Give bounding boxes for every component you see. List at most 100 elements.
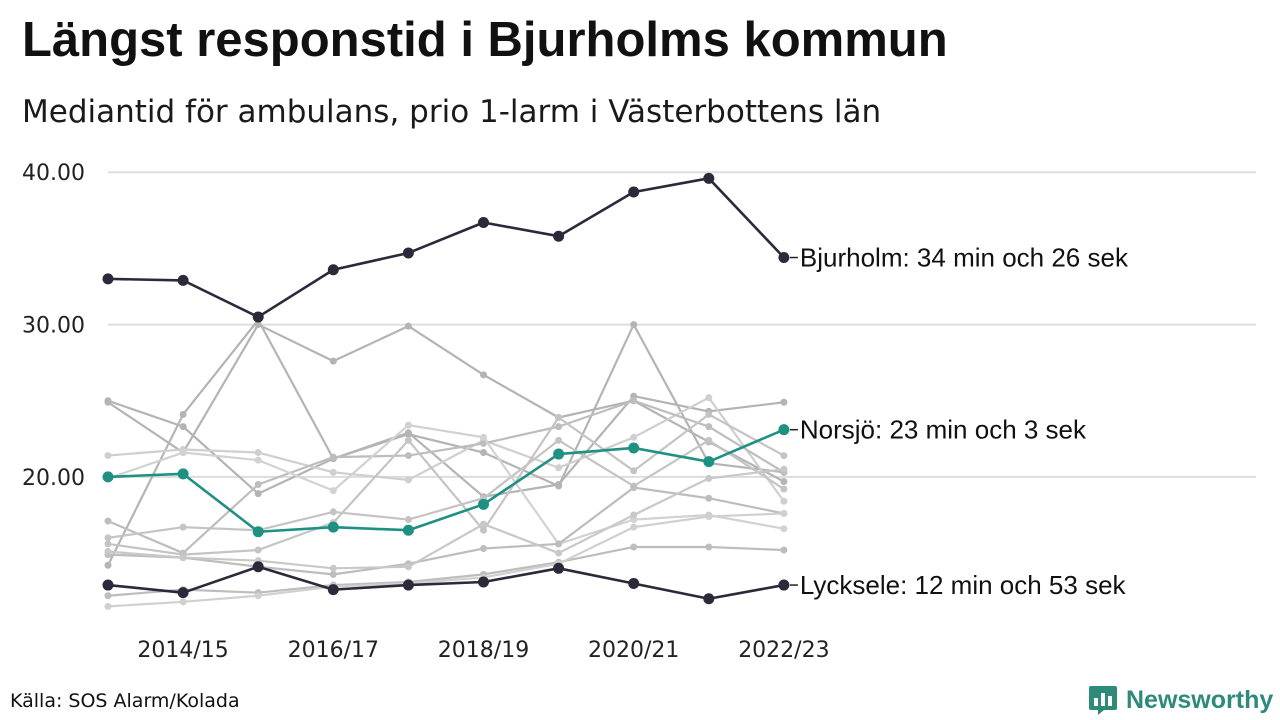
bar-chart-speech-bubble-icon bbox=[1089, 686, 1117, 715]
series-label: Norsjö: 23 min och 3 sek bbox=[800, 415, 1087, 445]
highlight-series-point bbox=[553, 562, 565, 574]
background-series-line-4 bbox=[107, 399, 785, 555]
background-series-point bbox=[705, 410, 713, 418]
highlight-series-point bbox=[778, 424, 790, 436]
background-series-point bbox=[555, 423, 563, 431]
highlight-series-point bbox=[177, 587, 189, 599]
background-series-point bbox=[254, 546, 262, 554]
source-note: Källa: SOS Alarm/Kolada bbox=[10, 690, 240, 712]
background-series-point bbox=[780, 465, 788, 473]
background-series-point bbox=[104, 534, 112, 542]
highlight-series-point bbox=[252, 561, 264, 573]
highlight-series-point bbox=[703, 456, 715, 468]
background-series-point bbox=[780, 452, 788, 460]
background-series-point bbox=[630, 523, 638, 531]
x-tick-label: 2022/23 bbox=[738, 638, 829, 663]
background-series-point bbox=[404, 322, 412, 330]
background-series-point bbox=[630, 511, 638, 519]
background-series-point bbox=[104, 398, 112, 406]
background-series-point bbox=[705, 494, 713, 502]
background-series-point bbox=[555, 540, 563, 548]
background-series-line-9 bbox=[107, 468, 785, 570]
background-series-point bbox=[555, 549, 563, 557]
highlight-series-point bbox=[177, 468, 189, 480]
background-series-point bbox=[480, 526, 487, 534]
background-series-point bbox=[329, 453, 337, 461]
highlight-series-point bbox=[703, 172, 715, 184]
background-series-point bbox=[179, 523, 187, 531]
background-series-point bbox=[705, 543, 713, 551]
background-series-point bbox=[329, 468, 337, 476]
highlight-series-point bbox=[628, 578, 640, 590]
highlight-series-point bbox=[553, 448, 565, 460]
background-series-point bbox=[705, 474, 713, 482]
background-series-point bbox=[480, 371, 487, 379]
highlight-series-line-1 bbox=[107, 428, 785, 534]
highlight-series-point bbox=[478, 217, 489, 229]
chart-title: Längst responstid i Bjurholms kommun bbox=[22, 13, 948, 67]
brand-name: Newsworthy bbox=[1126, 685, 1274, 714]
background-series-point bbox=[555, 464, 563, 472]
background-series-point bbox=[705, 423, 713, 431]
background-series-point bbox=[404, 516, 412, 524]
highlight-series-line-0 bbox=[107, 177, 785, 319]
background-series-point bbox=[329, 570, 337, 578]
background-series-point bbox=[705, 394, 713, 402]
background-series-point bbox=[404, 436, 412, 444]
background-series-point bbox=[254, 449, 262, 457]
background-series-point bbox=[104, 517, 112, 525]
background-series-point bbox=[780, 546, 788, 554]
background-series-point bbox=[555, 436, 563, 444]
highlight-series-point bbox=[402, 579, 414, 591]
highlight-series-point bbox=[628, 186, 640, 198]
chart-subtitle: Mediantid för ambulans, prio 1-larm i Vä… bbox=[22, 94, 882, 130]
background-series-point bbox=[179, 423, 187, 431]
background-series-point bbox=[104, 592, 112, 600]
background-series-point bbox=[179, 410, 187, 418]
background-series-line-8 bbox=[107, 486, 785, 576]
background-series-line-7 bbox=[107, 424, 785, 546]
x-tick-label: 2014/15 bbox=[137, 638, 228, 663]
background-series-point bbox=[780, 398, 788, 406]
highlight-series-point bbox=[252, 311, 264, 323]
background-series-point bbox=[254, 592, 262, 600]
x-tick-label: 2016/17 bbox=[288, 638, 379, 663]
highlight-series-point bbox=[778, 579, 790, 591]
background-series-line-10 bbox=[107, 545, 784, 597]
highlight-series-line-2 bbox=[107, 565, 785, 601]
background-series-point bbox=[630, 433, 638, 441]
background-series-point bbox=[104, 452, 112, 460]
background-series-point bbox=[329, 357, 337, 365]
background-series-point bbox=[630, 321, 638, 329]
highlight-series-point bbox=[553, 230, 565, 242]
background-series-point bbox=[104, 548, 112, 556]
background-series-point bbox=[630, 467, 638, 475]
background-series-point bbox=[104, 561, 112, 569]
highlight-series-point bbox=[327, 264, 339, 276]
highlight-series-point bbox=[628, 442, 640, 454]
highlight-series-point bbox=[252, 526, 264, 538]
highlight-series-point bbox=[177, 274, 189, 286]
background-series-point bbox=[555, 413, 563, 421]
y-tick-label: 20.00 bbox=[22, 466, 85, 491]
background-series-line-3 bbox=[107, 396, 785, 502]
y-tick-label: 30.00 bbox=[22, 314, 85, 339]
background-series-point bbox=[630, 484, 638, 492]
background-series-point bbox=[480, 520, 487, 528]
series-label: Lycksele: 12 min och 53 sek bbox=[800, 570, 1127, 600]
background-series-point bbox=[705, 436, 713, 444]
background-series-line-0 bbox=[107, 395, 785, 498]
highlight-series-point bbox=[703, 593, 715, 605]
highlight-series-point bbox=[402, 524, 414, 536]
background-series-point bbox=[780, 485, 788, 493]
background-series-line-5 bbox=[107, 439, 785, 539]
background-series-point bbox=[780, 525, 788, 533]
highlight-series-point bbox=[102, 273, 114, 285]
background-series-point bbox=[254, 490, 262, 498]
background-series-point bbox=[630, 397, 638, 405]
highlight-series-point bbox=[102, 471, 114, 483]
highlight-series-point bbox=[478, 576, 489, 588]
background-series-point bbox=[329, 508, 337, 516]
background-series-point bbox=[630, 543, 638, 551]
